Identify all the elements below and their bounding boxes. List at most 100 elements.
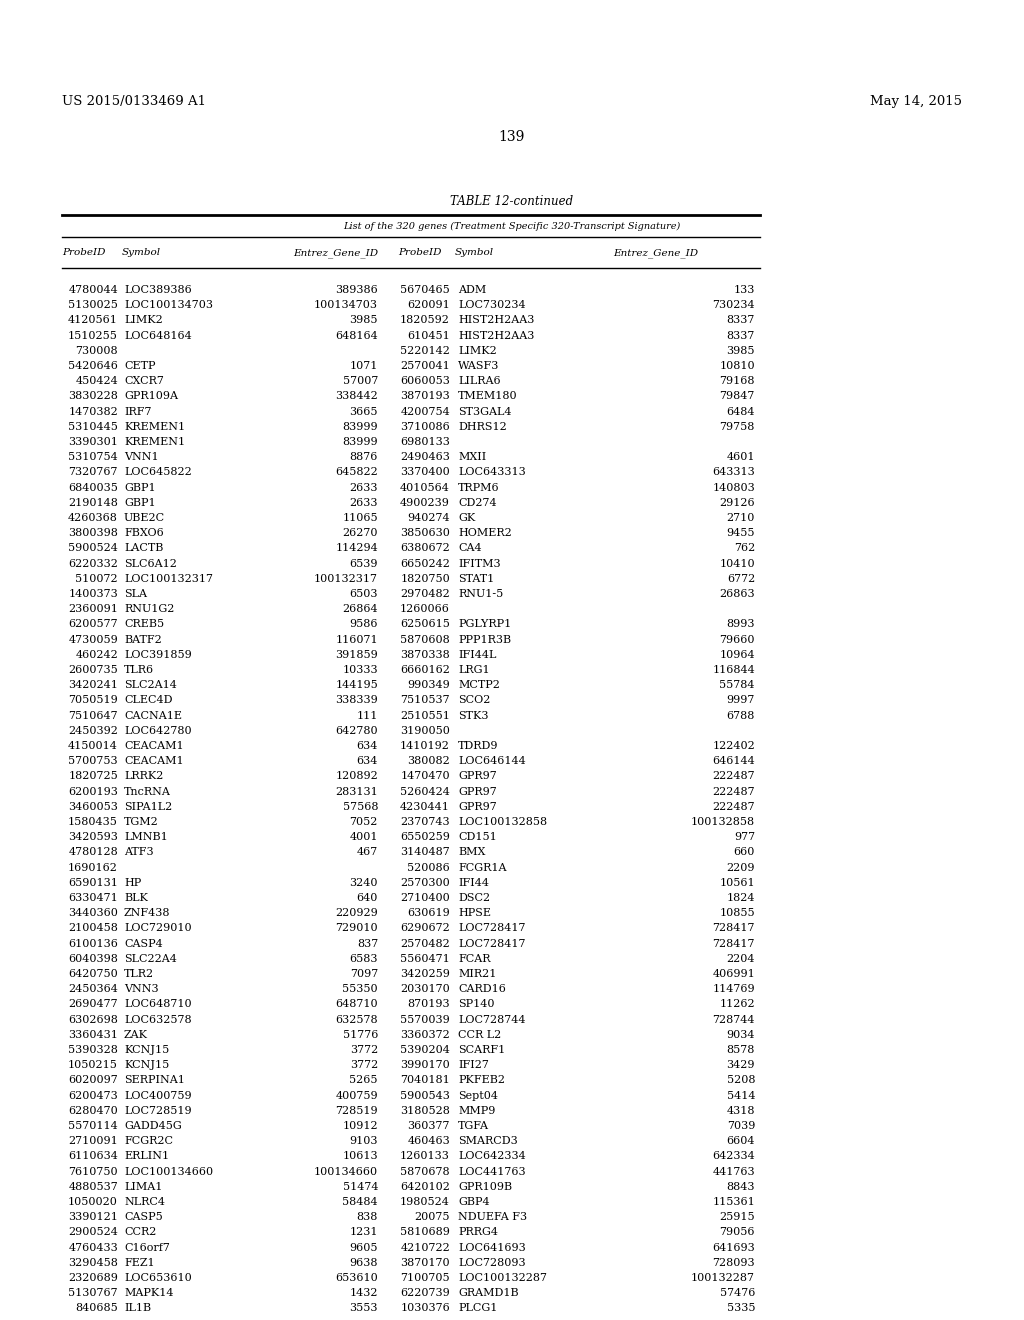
Text: 6200473: 6200473: [69, 1090, 118, 1101]
Text: 3440360: 3440360: [69, 908, 118, 919]
Text: MAPK14: MAPK14: [124, 1288, 173, 1298]
Text: GRAMD1B: GRAMD1B: [458, 1288, 518, 1298]
Text: 10964: 10964: [720, 649, 755, 660]
Text: 3190050: 3190050: [400, 726, 450, 735]
Text: 3360372: 3360372: [400, 1030, 450, 1040]
Text: CETP: CETP: [124, 360, 156, 371]
Text: 100134703: 100134703: [314, 300, 378, 310]
Text: LOC642334: LOC642334: [458, 1151, 525, 1162]
Text: 9997: 9997: [727, 696, 755, 705]
Text: SP140: SP140: [458, 999, 495, 1010]
Text: 1050020: 1050020: [69, 1197, 118, 1206]
Text: 11262: 11262: [720, 999, 755, 1010]
Text: 220929: 220929: [335, 908, 378, 919]
Text: 7510647: 7510647: [69, 710, 118, 721]
Text: 1400373: 1400373: [69, 589, 118, 599]
Text: 5870608: 5870608: [400, 635, 450, 644]
Text: SLC2A14: SLC2A14: [124, 680, 177, 690]
Text: RNU1G2: RNU1G2: [124, 605, 174, 614]
Text: 100132317: 100132317: [314, 574, 378, 583]
Text: 8843: 8843: [726, 1181, 755, 1192]
Text: KREMEN1: KREMEN1: [124, 422, 185, 432]
Text: 3850630: 3850630: [400, 528, 450, 539]
Text: 5420646: 5420646: [69, 360, 118, 371]
Text: GPR109A: GPR109A: [124, 392, 178, 401]
Text: 762: 762: [734, 544, 755, 553]
Text: 83999: 83999: [342, 422, 378, 432]
Text: 3800398: 3800398: [69, 528, 118, 539]
Text: 5310445: 5310445: [69, 422, 118, 432]
Text: 100134660: 100134660: [314, 1167, 378, 1176]
Text: LACTB: LACTB: [124, 544, 164, 553]
Text: 2600735: 2600735: [69, 665, 118, 675]
Text: SLC6A12: SLC6A12: [124, 558, 177, 569]
Text: 7052: 7052: [349, 817, 378, 828]
Text: LOC642780: LOC642780: [124, 726, 191, 735]
Text: 389386: 389386: [335, 285, 378, 294]
Text: 6650242: 6650242: [400, 558, 450, 569]
Text: US 2015/0133469 A1: US 2015/0133469 A1: [62, 95, 206, 108]
Text: 222487: 222487: [713, 801, 755, 812]
Text: 5900543: 5900543: [400, 1090, 450, 1101]
Text: 2190148: 2190148: [69, 498, 118, 508]
Text: 3390301: 3390301: [69, 437, 118, 447]
Text: KREMEN1: KREMEN1: [124, 437, 185, 447]
Text: LOC100134660: LOC100134660: [124, 1167, 213, 1176]
Text: 645822: 645822: [335, 467, 378, 478]
Text: 840685: 840685: [75, 1303, 118, 1313]
Text: 2570482: 2570482: [400, 939, 450, 949]
Text: 7100705: 7100705: [400, 1272, 450, 1283]
Text: LOC728417: LOC728417: [458, 924, 525, 933]
Text: 4880537: 4880537: [69, 1181, 118, 1192]
Text: NDUEFA F3: NDUEFA F3: [458, 1212, 527, 1222]
Text: 25915: 25915: [720, 1212, 755, 1222]
Text: LILRA6: LILRA6: [458, 376, 501, 387]
Text: FEZ1: FEZ1: [124, 1258, 155, 1267]
Text: 1432: 1432: [349, 1288, 378, 1298]
Text: 406991: 406991: [713, 969, 755, 979]
Text: 728417: 728417: [713, 939, 755, 949]
Text: LRRK2: LRRK2: [124, 771, 164, 781]
Text: 2710400: 2710400: [400, 894, 450, 903]
Text: 838: 838: [356, 1212, 378, 1222]
Text: 5335: 5335: [726, 1303, 755, 1313]
Text: SCO2: SCO2: [458, 696, 490, 705]
Text: 4730059: 4730059: [69, 635, 118, 644]
Text: TMEM180: TMEM180: [458, 392, 517, 401]
Text: ADM: ADM: [458, 285, 486, 294]
Text: 977: 977: [734, 832, 755, 842]
Text: 6583: 6583: [349, 954, 378, 964]
Text: 1690162: 1690162: [69, 862, 118, 873]
Text: LOC648710: LOC648710: [124, 999, 191, 1010]
Text: HOMER2: HOMER2: [458, 528, 512, 539]
Text: 634: 634: [356, 741, 378, 751]
Text: 728093: 728093: [713, 1258, 755, 1267]
Text: NLRC4: NLRC4: [124, 1197, 165, 1206]
Text: BMX: BMX: [458, 847, 485, 858]
Text: 730008: 730008: [76, 346, 118, 356]
Text: 4210722: 4210722: [400, 1242, 450, 1253]
Text: ST3GAL4: ST3GAL4: [458, 407, 512, 417]
Text: 660: 660: [733, 847, 755, 858]
Text: TABLE 12-continued: TABLE 12-continued: [451, 195, 573, 209]
Text: SIPA1L2: SIPA1L2: [124, 801, 172, 812]
Text: 139: 139: [499, 129, 525, 144]
Text: IFI27: IFI27: [458, 1060, 488, 1071]
Text: PLCG1: PLCG1: [458, 1303, 498, 1313]
Text: LOC730234: LOC730234: [458, 300, 525, 310]
Text: 10912: 10912: [342, 1121, 378, 1131]
Text: 3985: 3985: [349, 315, 378, 326]
Text: 79758: 79758: [720, 422, 755, 432]
Text: 6604: 6604: [726, 1137, 755, 1146]
Text: 26864: 26864: [342, 605, 378, 614]
Text: Symbol: Symbol: [455, 248, 495, 257]
Text: 2900524: 2900524: [69, 1228, 118, 1237]
Text: 5130767: 5130767: [69, 1288, 118, 1298]
Text: 6250615: 6250615: [400, 619, 450, 630]
Text: 4230441: 4230441: [400, 801, 450, 812]
Text: FCGR2C: FCGR2C: [124, 1137, 173, 1146]
Text: 634: 634: [356, 756, 378, 766]
Text: 26863: 26863: [720, 589, 755, 599]
Text: LOC728519: LOC728519: [124, 1106, 191, 1115]
Text: 9455: 9455: [726, 528, 755, 539]
